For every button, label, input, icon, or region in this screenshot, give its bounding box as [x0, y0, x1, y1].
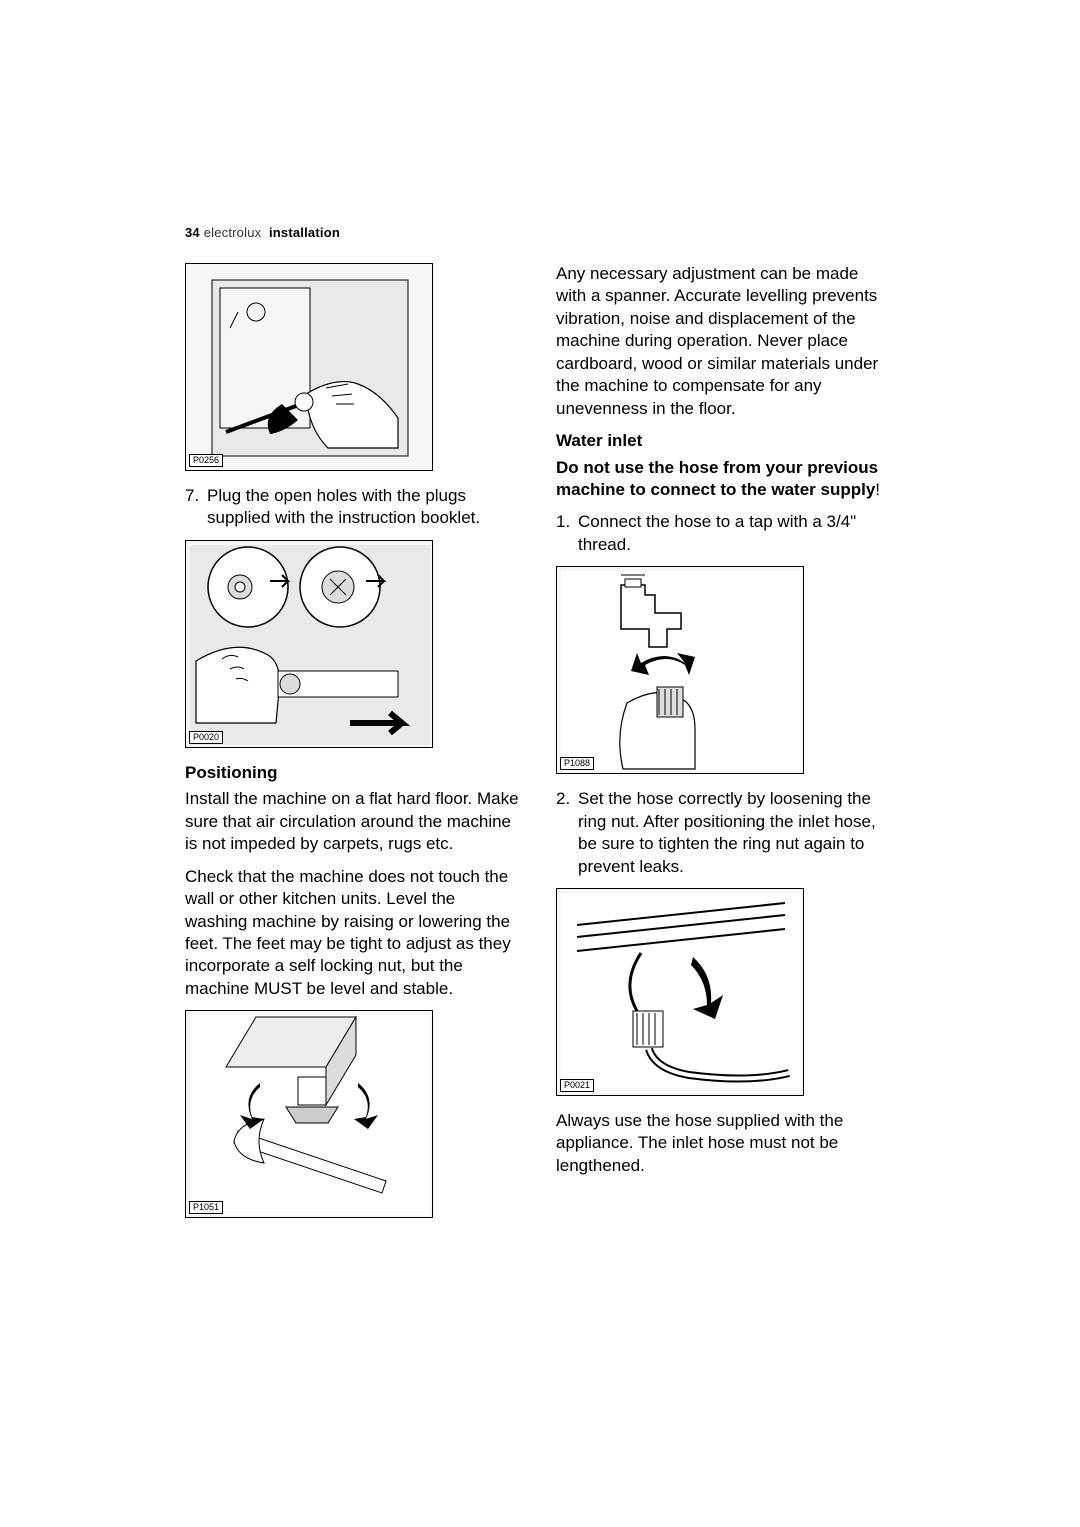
step-text: Connect the hose to a tap with a 3/4" th… — [578, 511, 891, 556]
figure-p1051: P1051 — [185, 1010, 433, 1218]
page-number: 34 — [185, 225, 200, 240]
water-step-1: 1. Connect the hose to a tap with a 3/4"… — [556, 511, 891, 556]
positioning-heading: Positioning — [185, 762, 520, 784]
step-7: 7. Plug the open holes with the plugs su… — [185, 485, 520, 530]
figure-label: P0256 — [189, 454, 223, 467]
figure-label: P0020 — [189, 731, 223, 744]
step-text: Set the hose correctly by loosening the … — [578, 788, 891, 878]
figure-p0256: P0256 — [185, 263, 433, 471]
step-number: 2. — [556, 788, 578, 878]
left-column: P0256 7. Plug the open holes with the pl… — [185, 263, 520, 1232]
levelling-paragraph: Any necessary adjustment can be made wit… — [556, 263, 891, 420]
step-number: 1. — [556, 511, 578, 556]
brand-name: electrolux — [204, 225, 262, 240]
section-name: installation — [269, 225, 340, 240]
hose-warning: Do not use the hose from your previous m… — [556, 457, 891, 502]
figure-p0020: P0020 — [185, 540, 433, 748]
manual-page: 34 electrolux installation — [0, 0, 1080, 1527]
right-column: Any necessary adjustment can be made wit… — [556, 263, 891, 1232]
figure-p0021: P0021 — [556, 888, 804, 1096]
step-number: 7. — [185, 485, 207, 530]
hose-warning-text: Do not use the hose from your previous m… — [556, 458, 878, 499]
step-text: Plug the open holes with the plugs suppl… — [207, 485, 520, 530]
page-header: 34 electrolux installation — [185, 225, 340, 240]
content-columns: P0256 7. Plug the open holes with the pl… — [185, 263, 895, 1232]
figure-label: P0021 — [560, 1079, 594, 1092]
hose-warning-suffix: ! — [875, 480, 880, 499]
water-step-2: 2. Set the hose correctly by loosening t… — [556, 788, 891, 878]
figure-label: P1088 — [560, 757, 594, 770]
positioning-paragraph-2: Check that the machine does not touch th… — [185, 866, 520, 1001]
closing-paragraph: Always use the hose supplied with the ap… — [556, 1110, 891, 1177]
positioning-paragraph-1: Install the machine on a flat hard floor… — [185, 788, 520, 855]
water-inlet-heading: Water inlet — [556, 430, 891, 452]
figure-label: P1051 — [189, 1201, 223, 1214]
figure-p1088: P1088 — [556, 566, 804, 774]
